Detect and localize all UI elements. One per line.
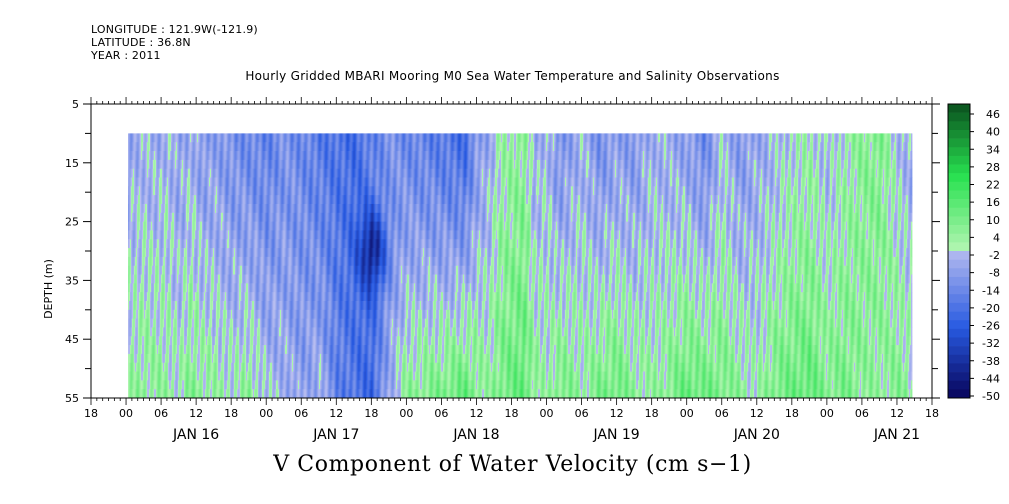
x-hour-tick-label: 18 — [785, 407, 799, 420]
x-day-label: JAN 18 — [452, 427, 499, 443]
colorbar-label: 28 — [986, 161, 1000, 174]
x-hour-tick-label: 06 — [154, 407, 168, 420]
x-hour-tick-label: 18 — [925, 407, 939, 420]
colorbar-band — [948, 260, 970, 269]
x-day-label: JAN 19 — [593, 427, 640, 443]
x-hour-tick-label: 00 — [119, 407, 133, 420]
colorbar-label: -44 — [982, 372, 1000, 385]
colorbar-band — [948, 156, 970, 165]
colorbar-band — [948, 139, 970, 148]
x-hour-tick-label: 06 — [575, 407, 589, 420]
colorbar-band — [948, 113, 970, 122]
colorbar-band — [948, 303, 970, 312]
colorbar-band — [948, 242, 970, 251]
colorbar: 46 40 34 28 22 16 10 4 -2 -8 -14 -20 -26 -32 -38 -44 -50 — [948, 104, 1000, 403]
colorbar-label: 10 — [986, 214, 1000, 227]
colorbar-band — [948, 372, 970, 381]
colorbar-label: -32 — [982, 337, 1000, 350]
colorbar-band — [948, 234, 970, 243]
colorbar-band — [948, 268, 970, 277]
colorbar-band — [948, 277, 970, 286]
colorbar-label: 16 — [986, 196, 1000, 209]
x-hour-tick-label: 12 — [610, 407, 624, 420]
x-hour-tick-label: 18 — [645, 407, 659, 420]
x-hour-tick-label: 06 — [434, 407, 448, 420]
x-hour-tick-label: 18 — [364, 407, 378, 420]
colorbar-band — [948, 329, 970, 338]
x-hour-tick-label: 12 — [750, 407, 764, 420]
colorbar-band — [948, 130, 970, 139]
colorbar-label: 22 — [986, 179, 1000, 192]
x-hour-tick-label: 18 — [505, 407, 519, 420]
colorbar-label: 40 — [986, 126, 1000, 139]
x-hour-tick-label: 12 — [469, 407, 483, 420]
colorbar-band — [948, 381, 970, 390]
colorbar-band — [948, 337, 970, 346]
x-hour-tick-label: 12 — [329, 407, 343, 420]
colorbar-band — [948, 190, 970, 199]
x-day-label: JAN 17 — [312, 427, 359, 443]
colorbar-label: -8 — [989, 267, 1000, 280]
colorbar-band — [948, 208, 970, 217]
colorbar-label: 34 — [986, 143, 1000, 156]
colorbar-band — [948, 199, 970, 208]
y-axis-label: DEPTH (m) — [42, 259, 55, 319]
colorbar-band — [948, 294, 970, 303]
x-hour-tick-label: 00 — [820, 407, 834, 420]
x-hour-tick-label: 12 — [189, 407, 203, 420]
y-tick-label: 45 — [65, 333, 79, 346]
y-tick-label: 25 — [65, 216, 79, 229]
colorbar-band — [948, 173, 970, 182]
colorbar-band — [948, 363, 970, 372]
y-tick-label: 15 — [65, 157, 79, 170]
colorbar-band — [948, 251, 970, 260]
colorbar-label: 4 — [993, 231, 1000, 244]
colorbar-label: -14 — [982, 284, 1000, 297]
colorbar-band — [948, 147, 970, 156]
colorbar-band — [948, 346, 970, 355]
colorbar-band — [948, 225, 970, 234]
colorbar-band — [948, 104, 970, 113]
colorbar-band — [948, 216, 970, 225]
colorbar-band — [948, 121, 970, 130]
x-hour-tick-label: 00 — [259, 407, 273, 420]
colorbar-band — [948, 286, 970, 295]
y-tick-label: 35 — [65, 274, 79, 287]
colorbar-label: -50 — [982, 390, 1000, 403]
colorbar-label: -38 — [982, 355, 1000, 368]
x-hour-tick-label: 18 — [84, 407, 98, 420]
x-day-label: JAN 16 — [172, 427, 219, 443]
x-hour-tick-label: 06 — [855, 407, 869, 420]
heatmap-field — [128, 133, 912, 398]
colorbar-label: -2 — [989, 249, 1000, 262]
colorbar-band — [948, 389, 970, 398]
colorbar-band — [948, 320, 970, 329]
colorbar-band — [948, 355, 970, 364]
x-hour-tick-label: 12 — [890, 407, 904, 420]
colorbar-band — [948, 165, 970, 174]
colorbar-band — [948, 312, 970, 321]
x-hour-tick-label: 18 — [224, 407, 238, 420]
colorbar-band — [948, 182, 970, 191]
x-hour-tick-label: 06 — [294, 407, 308, 420]
x-hour-tick-label: 00 — [399, 407, 413, 420]
y-tick-label: 5 — [72, 98, 79, 111]
y-tick-label: 55 — [65, 392, 79, 405]
x-day-label: JAN 20 — [733, 427, 780, 443]
x-day-label: JAN 21 — [873, 427, 920, 443]
colorbar-label: 46 — [986, 108, 1000, 121]
colorbar-label: -20 — [982, 302, 1000, 315]
colorbar-label: -26 — [982, 320, 1000, 333]
x-hour-tick-label: 00 — [540, 407, 554, 420]
x-hour-tick-label: 06 — [715, 407, 729, 420]
x-hour-tick-label: 00 — [680, 407, 694, 420]
